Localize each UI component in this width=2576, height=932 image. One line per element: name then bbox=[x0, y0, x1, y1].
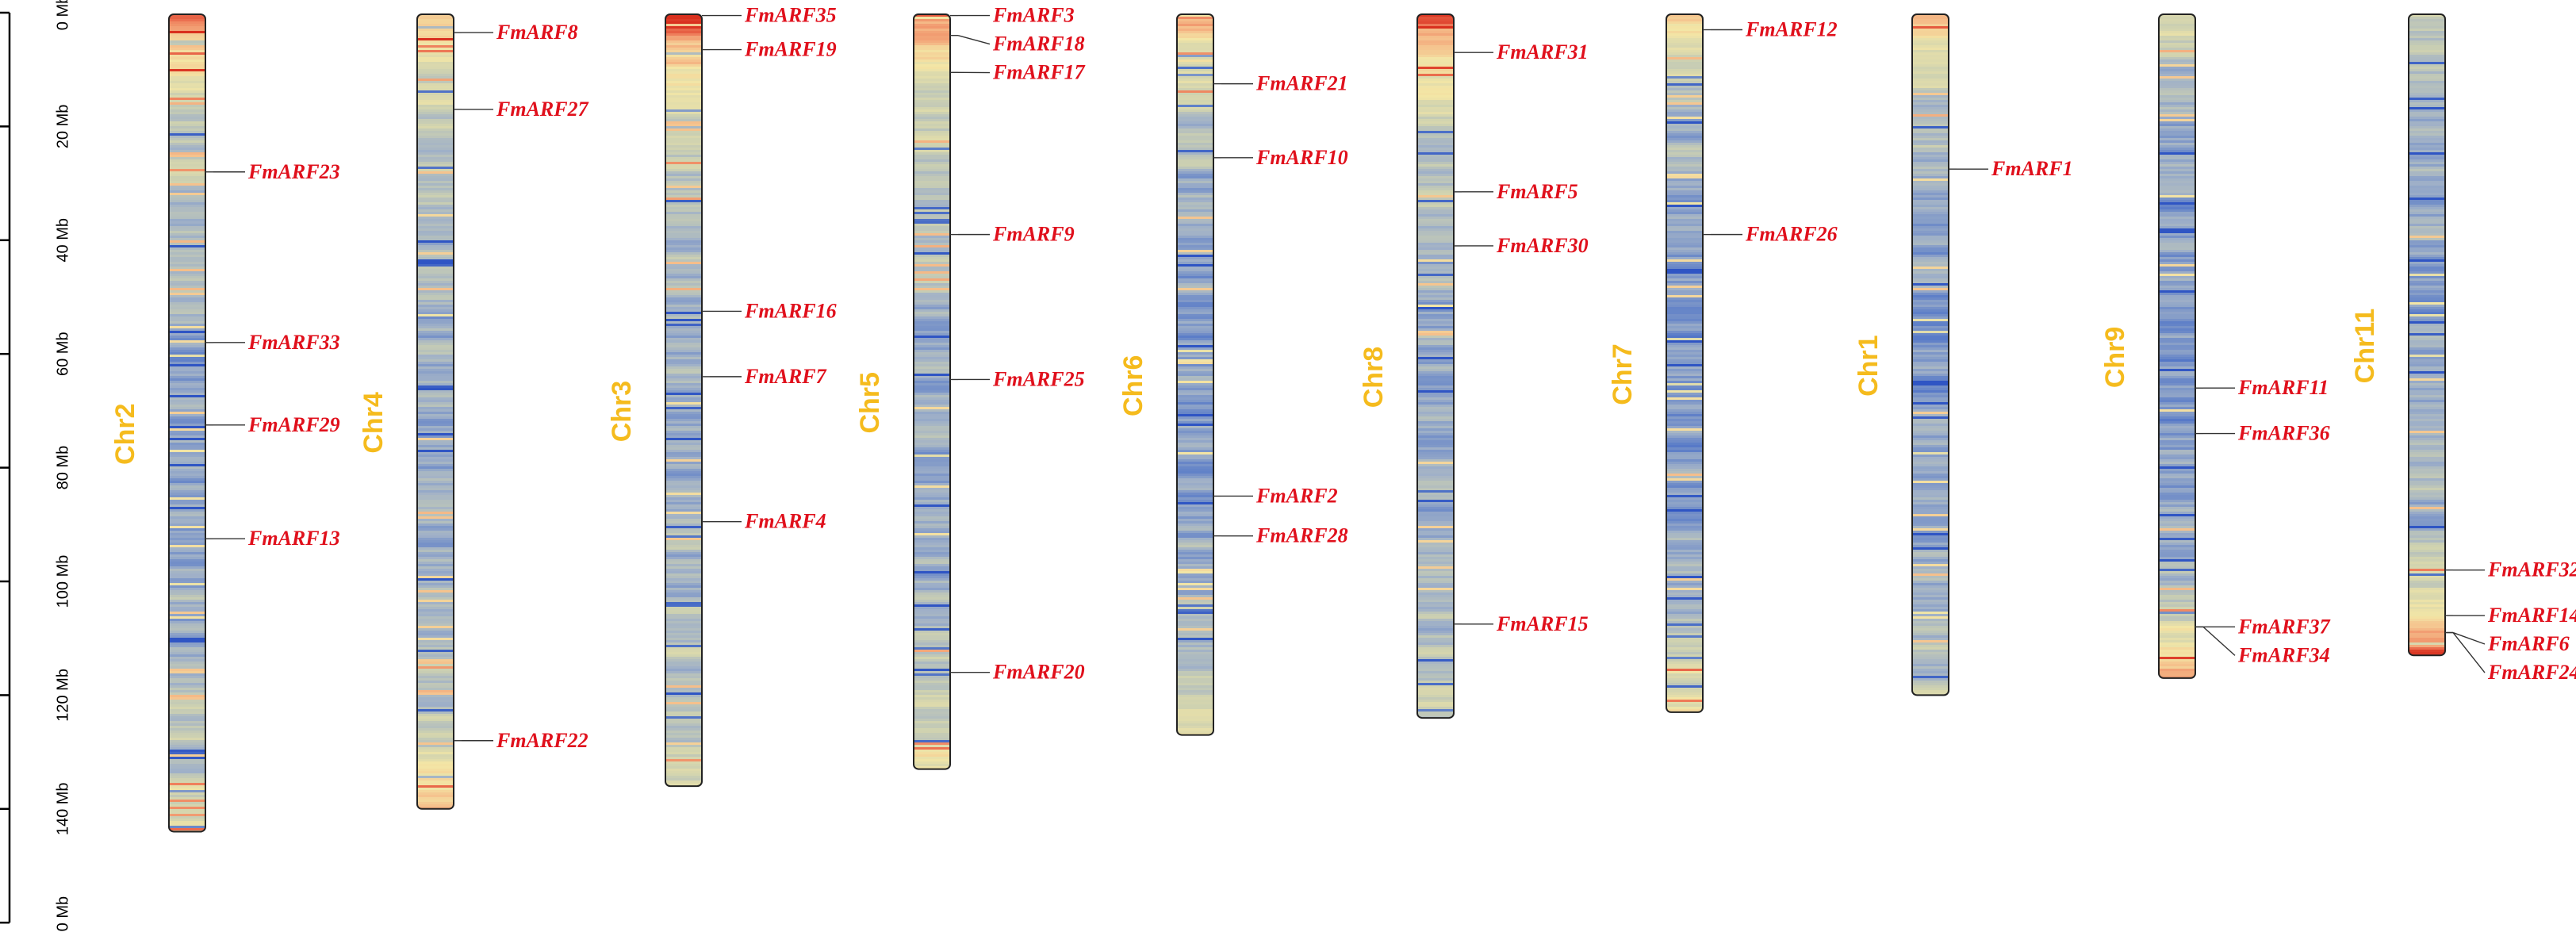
chromosome-chr8: Chr8 FmARF31 FmARF5 FmARF30 FmARF15 bbox=[1359, 13, 1589, 719]
scale-tick-label: 60 Mb bbox=[54, 332, 71, 376]
gene-label-fmarf22: FmARF22 bbox=[496, 729, 588, 752]
gene-label-fmarf26: FmARF26 bbox=[1745, 223, 1838, 246]
scale-tick-label: 80 Mb bbox=[54, 446, 71, 490]
gene-leader-line bbox=[2452, 631, 2486, 645]
gene-label-fmarf32: FmARF32 bbox=[2487, 558, 2576, 581]
chromosome-outline bbox=[2158, 13, 2196, 679]
chromosome-label: Chr8 bbox=[1359, 347, 1389, 408]
gene-label-fmarf27: FmARF27 bbox=[496, 98, 589, 121]
chromosome-outline bbox=[1416, 13, 1455, 719]
chromosome-label: Chr9 bbox=[2100, 327, 2130, 388]
gene-label-fmarf4: FmARF4 bbox=[744, 510, 826, 533]
chromosome-label: Chr11 bbox=[2350, 309, 2380, 384]
chromosome-chr6: Chr6 FmARF21 FmARF10 FmARF2 FmARF28 bbox=[1118, 13, 1348, 736]
chromosome-chr11: Chr11 FmARF32 FmARF14 FmARF6 FmARF24 bbox=[2350, 13, 2576, 684]
gene-label-fmarf8: FmARF8 bbox=[496, 21, 578, 44]
gene-label-fmarf14: FmARF14 bbox=[2487, 604, 2576, 627]
gene-label-fmarf37: FmARF37 bbox=[2237, 615, 2331, 638]
gene-label-fmarf12: FmARF12 bbox=[1745, 18, 1838, 41]
density-bands bbox=[2409, 14, 2445, 656]
gene-label-fmarf34: FmARF34 bbox=[2237, 643, 2330, 666]
scale-tick-label: 120 Mb bbox=[54, 669, 71, 722]
chromosome-label: Chr7 bbox=[1608, 343, 1638, 405]
gene-label-fmarf5: FmARF5 bbox=[1496, 180, 1578, 203]
gene-leader-line bbox=[957, 35, 991, 45]
gene-label-fmarf21: FmARF21 bbox=[1255, 72, 1348, 95]
chromosome-chr9: Chr9 FmARF11 FmARF36 FmARF37 FmARF34 bbox=[2100, 13, 2331, 679]
density-bands bbox=[1912, 14, 1949, 696]
chromosome-chr1: Chr1 FmARF1 bbox=[1853, 13, 2073, 696]
chromosome-outline bbox=[1666, 13, 1704, 713]
gene-label-fmarf17: FmARF17 bbox=[992, 61, 1086, 84]
chromosome-label: Chr5 bbox=[855, 372, 885, 433]
gene-label-fmarf3: FmARF3 bbox=[992, 4, 1075, 27]
chromosomes: Chr2 FmARF23 FmARF33 FmARF29 FmARF13 Chr4 FmAR… bbox=[110, 4, 2576, 833]
chromosome-outline bbox=[168, 13, 206, 833]
gene-label-fmarf16: FmARF16 bbox=[744, 299, 837, 322]
chromosome-chr7: Chr7 FmARF12 FmARF26 bbox=[1608, 13, 1838, 713]
gene-label-fmarf28: FmARF28 bbox=[1255, 524, 1348, 547]
density-bands bbox=[2159, 14, 2195, 678]
gene-leader-line bbox=[2452, 632, 2486, 673]
chromosome-outline bbox=[416, 13, 454, 810]
scale-tick-label: 160 Mb bbox=[54, 896, 71, 932]
density-bands bbox=[914, 14, 950, 769]
chromosome-chr5: Chr5 FmARF3 FmARF18 FmARF17 FmARF9 FmARF25 FmA… bbox=[855, 4, 1086, 770]
gene-label-fmarf11: FmARF11 bbox=[2237, 376, 2329, 399]
gene-label-fmarf10: FmARF10 bbox=[1255, 146, 1348, 169]
chromosome-chr2: Chr2 FmARF23 FmARF33 FmARF29 FmARF13 bbox=[110, 13, 340, 833]
gene-leader-line bbox=[2202, 626, 2236, 656]
chromosome-chr4: Chr4 FmARF8 FmARF27 FmARF22 bbox=[358, 13, 589, 810]
gene-label-fmarf35: FmARF35 bbox=[744, 4, 837, 27]
scale-tick-label: 140 Mb bbox=[54, 782, 71, 835]
gene-label-fmarf25: FmARF25 bbox=[992, 367, 1085, 390]
gene-label-fmarf20: FmARF20 bbox=[992, 661, 1085, 684]
chromosome-label: Chr6 bbox=[1118, 355, 1148, 416]
chromosome-outline bbox=[2408, 13, 2446, 657]
density-bands bbox=[665, 14, 702, 787]
gene-label-fmarf19: FmARF19 bbox=[744, 38, 837, 61]
chromosome-outline bbox=[1911, 13, 1949, 696]
chromosome-chr3: Chr3 FmARF35 FmARF19 FmARF16 FmARF7 FmARF4 bbox=[607, 4, 837, 788]
gene-label-fmarf29: FmARF29 bbox=[247, 413, 340, 436]
density-bands bbox=[1417, 14, 1454, 719]
scale-tick-label: 20 Mb bbox=[54, 105, 71, 149]
gene-label-fmarf7: FmARF7 bbox=[744, 365, 827, 388]
density-bands bbox=[1666, 14, 1703, 712]
chromosome-label: Chr4 bbox=[358, 392, 389, 454]
gene-label-fmarf18: FmARF18 bbox=[992, 33, 1085, 56]
chromosome-outline bbox=[665, 13, 703, 788]
gene-label-fmarf23: FmARF23 bbox=[247, 160, 340, 183]
gene-label-fmarf24: FmARF24 bbox=[2487, 661, 2576, 684]
gene-label-fmarf1: FmARF1 bbox=[1991, 157, 2073, 180]
chromosome-label: Chr2 bbox=[110, 404, 140, 465]
gene-label-fmarf2: FmARF2 bbox=[1255, 484, 1338, 507]
gene-label-fmarf6: FmARF6 bbox=[2487, 632, 2570, 655]
gene-label-fmarf15: FmARF15 bbox=[1496, 612, 1589, 635]
gene-label-fmarf33: FmARF33 bbox=[247, 331, 340, 354]
gene-label-fmarf30: FmARF30 bbox=[1496, 234, 1589, 257]
density-bands bbox=[1177, 14, 1213, 735]
gene-label-fmarf36: FmARF36 bbox=[2237, 422, 2330, 445]
scale-bar: 0 Mb 20 Mb 40 Mb 60 Mb 80 Mb 100 Mb 120 Mb 140 … bbox=[0, 0, 71, 932]
density-bands bbox=[417, 14, 454, 809]
scale-tick-label: 40 Mb bbox=[54, 218, 71, 263]
gene-label-fmarf13: FmARF13 bbox=[247, 527, 340, 550]
scale-tick-label: 100 Mb bbox=[54, 555, 71, 608]
chromosome-outline bbox=[1176, 13, 1214, 736]
chromosome-label: Chr3 bbox=[607, 381, 637, 442]
density-bands bbox=[169, 14, 205, 832]
chromosome-outline bbox=[913, 13, 951, 770]
gene-label-fmarf31: FmARF31 bbox=[1496, 40, 1589, 63]
gene-label-fmarf9: FmARF9 bbox=[992, 223, 1075, 246]
scale-tick-label: 0 Mb bbox=[54, 0, 71, 30]
chromosome-label: Chr1 bbox=[1853, 335, 1884, 396]
